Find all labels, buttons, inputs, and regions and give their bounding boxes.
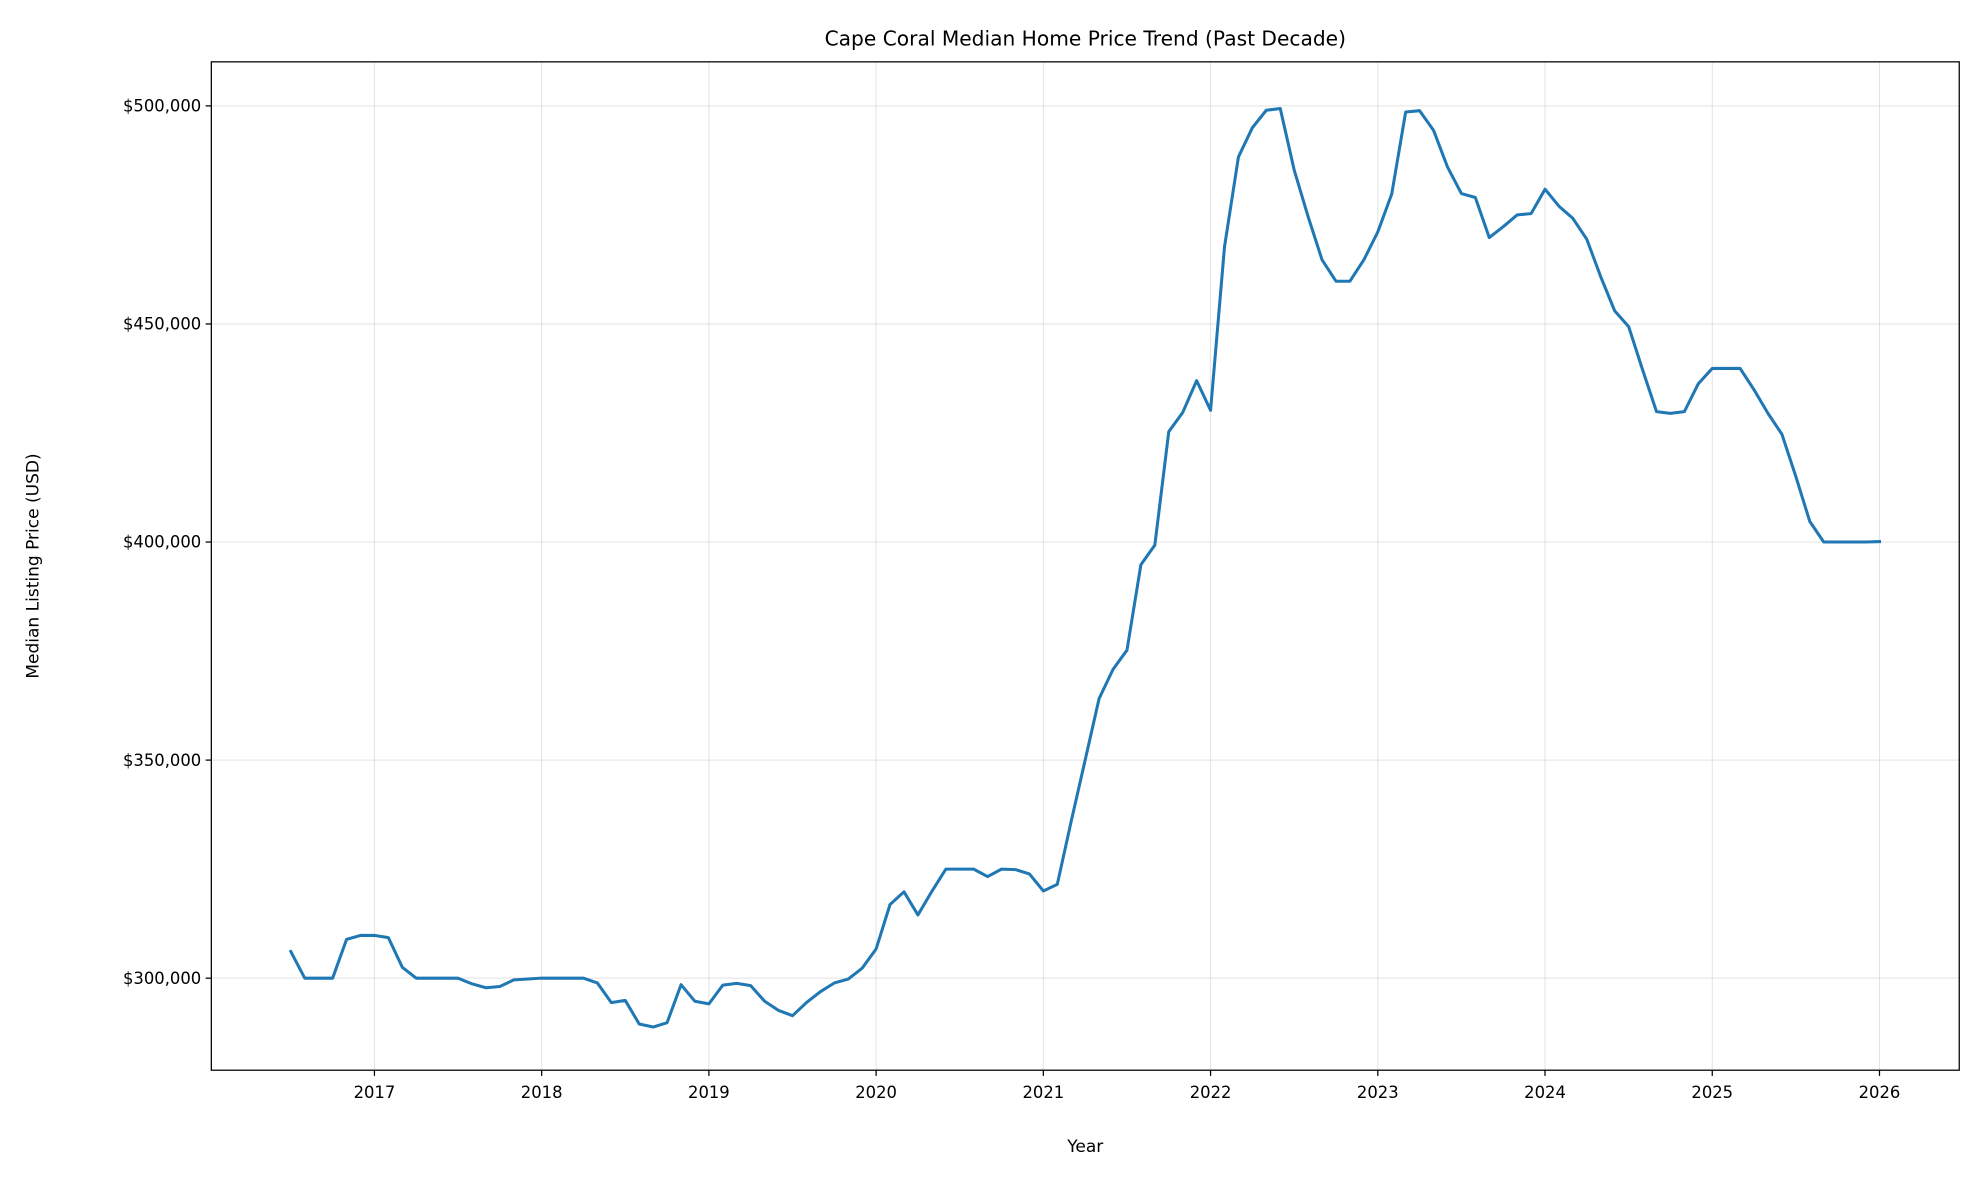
x-tick-label: 2020 [855,1083,897,1102]
plot-frame [210,61,1960,1071]
series-layer [288,106,1882,1029]
x-tick-label: 2023 [1357,1083,1399,1102]
x-tick-label: 2017 [354,1083,396,1102]
y-tick-label: $400,000 [123,533,201,552]
x-tick-label: 2022 [1190,1083,1232,1102]
x-tick-label: 2024 [1524,1083,1566,1102]
x-axis-label: Year [1066,1137,1103,1157]
x-tick-label: 2019 [688,1083,730,1102]
x-tick-label: 2026 [1859,1083,1901,1102]
x-tick-label: 2018 [521,1083,563,1102]
x-axis-ticks: 2017 2018 2019 2020 2021 2022 2023 2024 2025 2026 [354,1070,1901,1102]
y-tick-label: $300,000 [123,969,201,988]
chart-title: Cape Coral Median Home Price Trend (Past… [825,26,1346,50]
y-tick-label: $500,000 [123,97,201,116]
x-tick-label: 2025 [1691,1083,1733,1102]
price-line [288,106,1882,1029]
y-tick-label: $450,000 [123,315,201,334]
y-tick-label: $350,000 [123,751,201,770]
y-axis-label: Median Listing Price (USD) [23,453,43,678]
x-tick-label: 2021 [1022,1083,1064,1102]
gridlines [211,61,1960,1071]
y-axis-ticks: $300,000 $350,000 $400,000 $450,000 $500,000 [123,97,212,988]
